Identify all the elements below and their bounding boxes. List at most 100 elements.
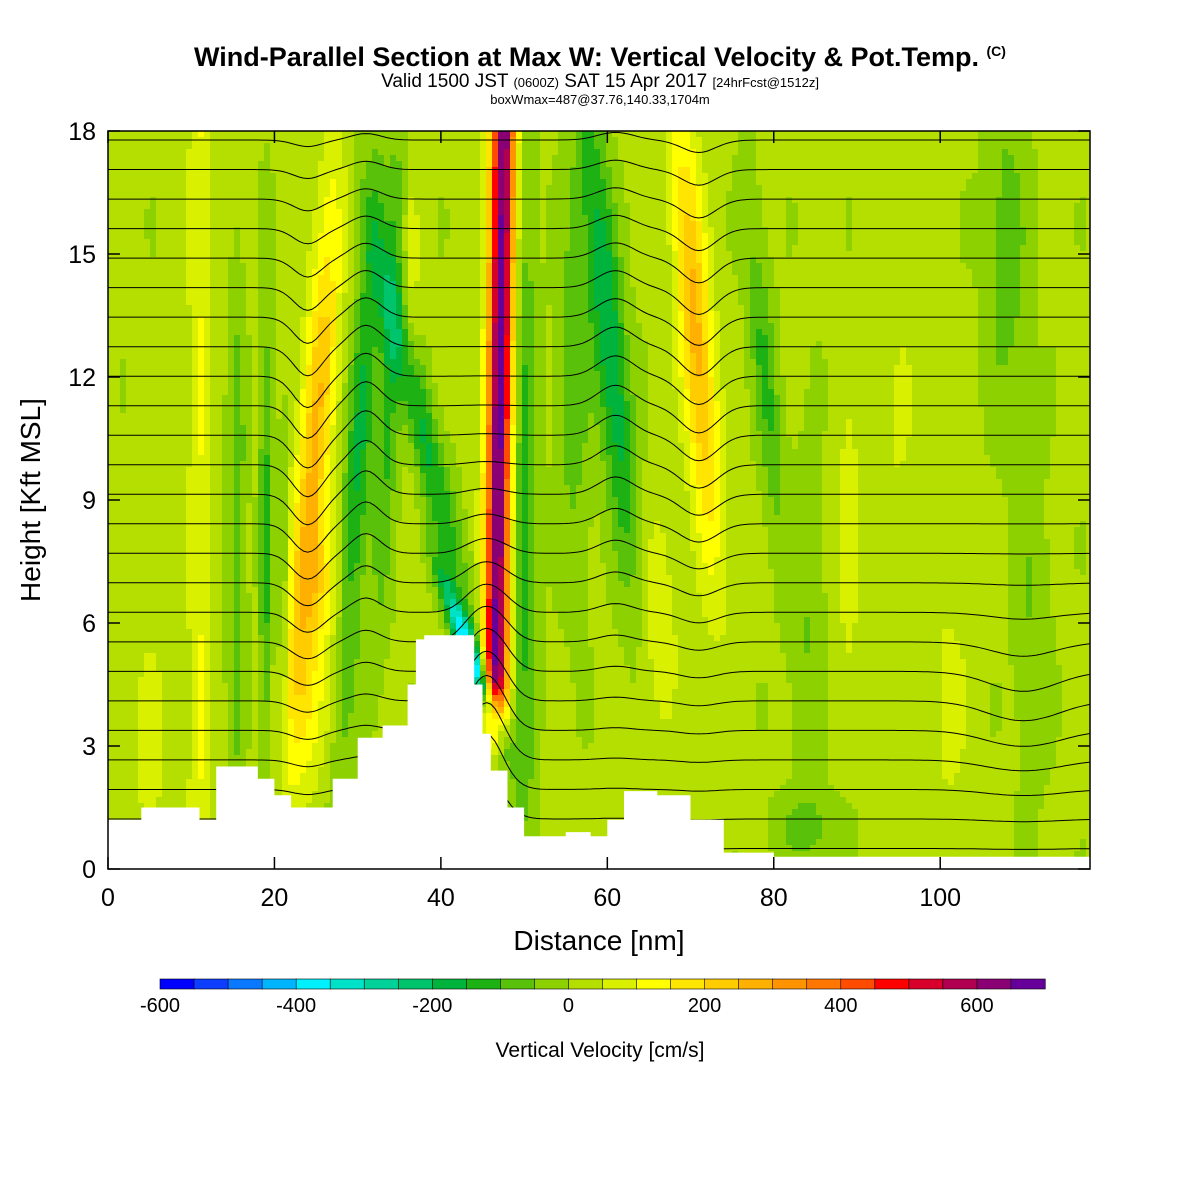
velocity-cell <box>192 791 199 798</box>
velocity-cell <box>312 293 319 300</box>
velocity-cell <box>342 539 349 546</box>
velocity-cell <box>108 431 115 438</box>
velocity-cell <box>126 755 133 762</box>
velocity-cell <box>342 485 349 492</box>
velocity-cell <box>198 605 205 612</box>
velocity-cell <box>282 485 289 492</box>
velocity-cell <box>318 311 325 318</box>
velocity-cell <box>252 197 259 204</box>
velocity-cell <box>264 215 271 222</box>
velocity-cell <box>330 299 337 306</box>
velocity-cell <box>192 185 199 192</box>
velocity-cell <box>300 419 307 426</box>
velocity-cell <box>228 515 235 522</box>
velocity-cell <box>180 131 187 138</box>
velocity-cell <box>222 713 229 720</box>
velocity-cell <box>288 503 295 510</box>
velocity-cell <box>204 731 211 738</box>
velocity-cell <box>144 593 151 600</box>
velocity-cell <box>204 185 211 192</box>
velocity-cell <box>348 335 355 342</box>
velocity-cell <box>258 689 265 696</box>
velocity-cell <box>210 371 217 378</box>
velocity-cell <box>222 593 229 600</box>
velocity-cell <box>264 539 271 546</box>
velocity-cell <box>204 701 211 708</box>
velocity-cell <box>234 353 241 360</box>
velocity-cell <box>330 695 337 702</box>
velocity-cell <box>318 317 325 324</box>
velocity-cell <box>174 263 181 270</box>
velocity-cell <box>180 737 187 744</box>
velocity-cell <box>306 371 313 378</box>
velocity-cell <box>210 587 217 594</box>
velocity-cell <box>120 185 127 192</box>
velocity-cell <box>288 461 295 468</box>
velocity-cell <box>138 335 145 342</box>
velocity-cell <box>138 395 145 402</box>
velocity-cell <box>120 251 127 258</box>
velocity-cell <box>162 713 169 720</box>
velocity-cell <box>330 725 337 732</box>
velocity-cell <box>198 335 205 342</box>
velocity-cell <box>162 581 169 588</box>
velocity-cell <box>264 713 271 720</box>
velocity-cell <box>162 569 169 576</box>
velocity-cell <box>312 473 319 480</box>
velocity-cell <box>216 677 223 684</box>
velocity-cell <box>342 341 349 348</box>
velocity-cell <box>234 155 241 162</box>
velocity-cell <box>228 677 235 684</box>
velocity-cell <box>210 533 217 540</box>
velocity-cell <box>258 557 265 564</box>
velocity-cell <box>324 263 331 270</box>
velocity-cell <box>318 419 325 426</box>
velocity-cell <box>204 617 211 624</box>
velocity-cell <box>192 575 199 582</box>
velocity-cell <box>108 791 115 798</box>
velocity-cell <box>336 665 343 672</box>
velocity-cell <box>264 509 271 516</box>
velocity-cell <box>336 695 343 702</box>
velocity-cell <box>180 545 187 552</box>
velocity-cell <box>192 455 199 462</box>
velocity-cell <box>216 311 223 318</box>
velocity-cell <box>162 635 169 642</box>
velocity-cell <box>228 749 235 756</box>
velocity-cell <box>138 575 145 582</box>
velocity-cell <box>198 197 205 204</box>
velocity-cell <box>186 605 193 612</box>
velocity-cell <box>126 389 133 396</box>
velocity-cell <box>234 737 241 744</box>
velocity-cell <box>192 413 199 420</box>
velocity-cell <box>174 353 181 360</box>
velocity-cell <box>276 359 283 366</box>
velocity-cell <box>114 287 121 294</box>
velocity-cell <box>336 185 343 192</box>
velocity-cell <box>132 671 139 678</box>
velocity-cell <box>336 389 343 396</box>
velocity-cell <box>258 527 265 534</box>
velocity-cell <box>198 713 205 720</box>
velocity-cell <box>306 785 313 792</box>
velocity-cell <box>330 761 337 768</box>
velocity-cell <box>138 161 145 168</box>
velocity-cell <box>258 233 265 240</box>
velocity-cell <box>240 167 247 174</box>
velocity-cell <box>216 185 223 192</box>
velocity-cell <box>264 605 271 612</box>
velocity-cell <box>162 245 169 252</box>
velocity-cell <box>198 389 205 396</box>
velocity-cell <box>228 611 235 618</box>
velocity-cell <box>156 497 163 504</box>
velocity-cell <box>348 419 355 426</box>
velocity-cell <box>270 197 277 204</box>
velocity-cell <box>204 221 211 228</box>
velocity-cell <box>246 647 253 654</box>
velocity-cell <box>288 779 295 786</box>
velocity-cell <box>138 287 145 294</box>
velocity-cell <box>108 737 115 744</box>
velocity-cell <box>294 533 301 540</box>
velocity-cell <box>120 563 127 570</box>
velocity-cell <box>288 251 295 258</box>
